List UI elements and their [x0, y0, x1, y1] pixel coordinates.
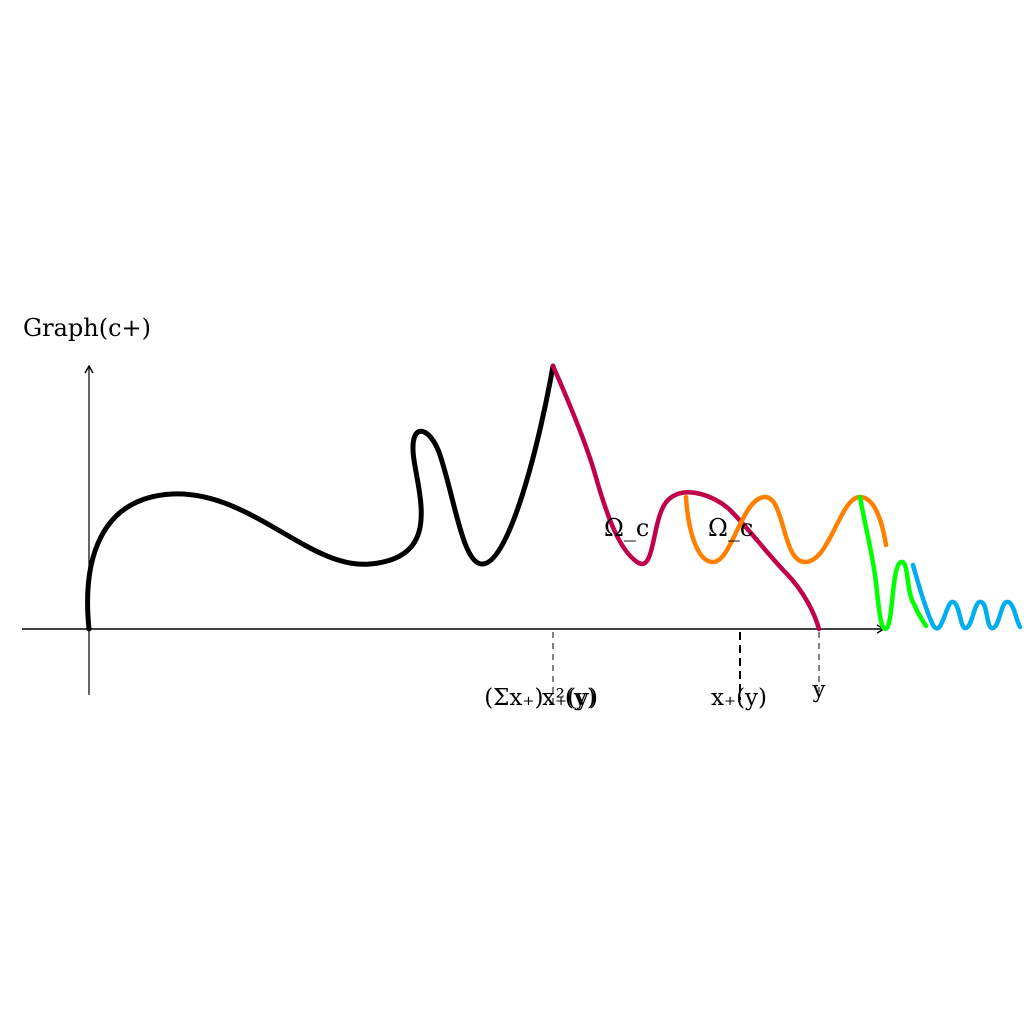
crimson-curve — [550, 363, 822, 632]
marker-label-3: y — [812, 677, 826, 703]
y-axis-label: Graph(c+) — [23, 314, 151, 342]
omega-c-label-2: Ω_c — [708, 514, 753, 542]
green-curve — [857, 494, 929, 631]
marker-label-2: x₊(y) — [711, 685, 767, 711]
main-curve — [85, 363, 556, 632]
marker-label-1a: (Σx₊)⁻²(y) — [484, 685, 596, 711]
blue-curve — [910, 562, 1023, 631]
omega-c-label-1: Ω_c — [604, 514, 649, 542]
marker-label-1b: x₊(y) — [542, 685, 598, 711]
